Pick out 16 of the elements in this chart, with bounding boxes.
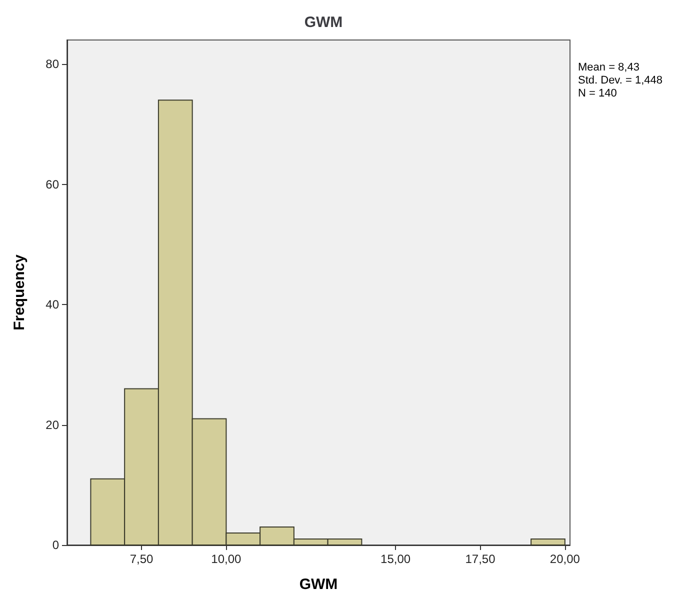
chart-title: GWM [304,14,343,31]
y-tick-label: 20 [46,418,60,432]
y-tick-label: 80 [46,57,60,72]
x-tick-label: 10,00 [211,552,242,566]
text: N = 140 [578,88,617,100]
x-tick-label: 7,50 [130,552,154,566]
y-tick-label: 40 [46,298,60,312]
y-tick-label: 0 [52,538,60,552]
text: Std. Dev. = 1,448 [578,74,662,86]
x-tick-label: 17,50 [465,552,496,566]
text: Mean = 8,43 [578,62,640,74]
x-tick-label: 20,00 [550,552,580,566]
y-tick-label: 60 [46,177,60,192]
x-tick-label: 15,00 [380,552,411,566]
x-axis-title: GWM [299,576,338,593]
y-axis-title: Frequency [11,254,28,330]
